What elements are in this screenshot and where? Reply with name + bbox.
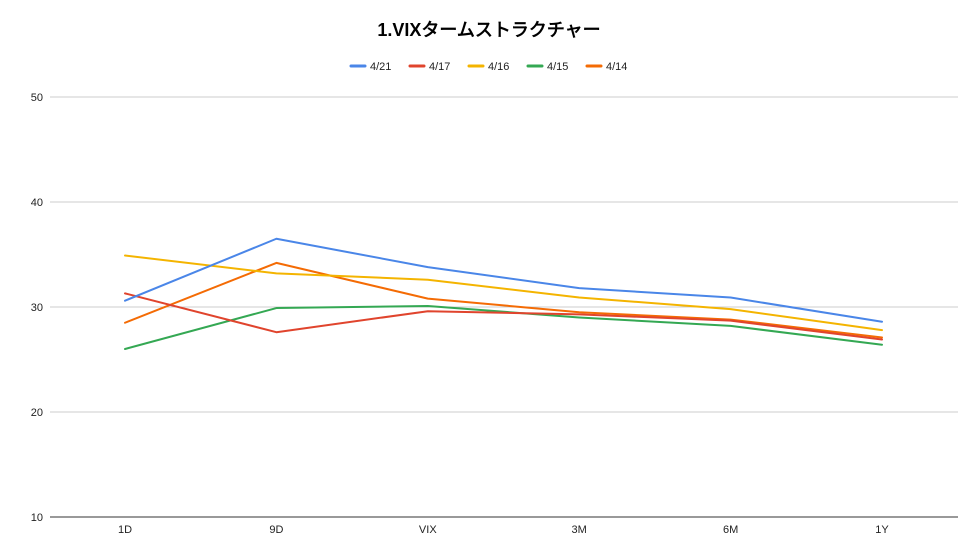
series-line-4-15 <box>124 304 883 350</box>
x-tick-label: 9D <box>269 524 283 536</box>
chart-legend: 4/21 4/17 4/16 4/15 4/14 <box>349 61 627 73</box>
series-line-4-21 <box>124 237 883 323</box>
x-axis-ticks: 1D 9D VIX 3M 6M 1Y <box>118 524 889 536</box>
y-tick-label: 20 <box>31 407 43 419</box>
legend-label: 4/16 <box>488 61 509 73</box>
x-tick-label: VIX <box>419 524 437 536</box>
x-tick-label: 1D <box>118 524 132 536</box>
x-tick-label: 6M <box>723 524 738 536</box>
legend-label: 4/17 <box>429 61 450 73</box>
legend-label: 4/21 <box>370 61 391 73</box>
series-line-4-16 <box>124 254 883 332</box>
y-axis-ticks: 10 20 30 40 50 <box>31 92 43 524</box>
series-line-4-17 <box>124 292 883 341</box>
series-lines <box>124 237 883 350</box>
legend-label: 4/15 <box>547 61 568 73</box>
x-tick-label: 1Y <box>875 524 889 536</box>
x-tick-label: 3M <box>572 524 587 536</box>
y-tick-label: 30 <box>31 302 43 314</box>
y-gridlines <box>50 96 958 518</box>
y-tick-label: 50 <box>31 92 43 104</box>
chart-title: 1.VIXタームストラクチャー <box>377 20 600 40</box>
series-line-4-14 <box>124 261 883 339</box>
y-tick-label: 40 <box>31 197 43 209</box>
legend-label: 4/14 <box>606 61 627 73</box>
y-tick-label: 10 <box>31 512 43 524</box>
